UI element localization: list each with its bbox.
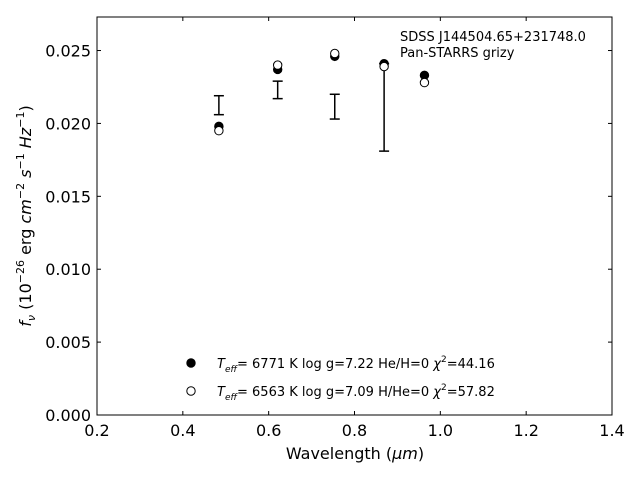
model-flux-markers (214, 48, 430, 136)
y-axis-label: fν (10−26 erg cm−2 s−1 Hz−1) (14, 105, 38, 326)
plot-frame (96, 16, 613, 416)
y-tick-label: 0.005 (45, 333, 91, 352)
x-axis-label: Wavelength (μm) (286, 444, 424, 463)
x-tick-label: 0.2 (84, 421, 109, 440)
axis-tick-labels: 0.2 0.4 0.6 0.8 1.0 1.2 1.4 0.000 0.005 0.010 0.01… (45, 42, 625, 440)
y-tick-label: 0.020 (45, 114, 91, 133)
legend: Teff= 6771 K log g=7.22 He/H=0 χ2=44.16 … (186, 355, 495, 403)
y-tick-label: 0.010 (45, 260, 91, 279)
x-tick-label: 0.4 (170, 421, 195, 440)
model-point-open (272, 60, 283, 70)
x-tick-label: 1.0 (428, 421, 453, 440)
annotation-survey: Pan-STARRS grizy (400, 46, 515, 61)
x-tick-label: 0.8 (342, 421, 367, 440)
y-tick-label: 0.000 (45, 406, 91, 425)
legend-entry-1: Teff= 6771 K log g=7.22 He/H=0 χ2=44.16 (217, 355, 495, 375)
x-tick-label: 0.6 (256, 421, 281, 440)
model-point-open (379, 61, 389, 72)
model-point-open (214, 126, 224, 136)
y-tick-label: 0.015 (45, 187, 91, 206)
legend-entry-2: Teff= 6563 K log g=7.09 H/He=0 χ2=57.82 (217, 383, 495, 403)
model-point-open (330, 48, 340, 59)
legend-marker-filled (186, 358, 196, 368)
x-tick-label: 1.2 (513, 421, 538, 440)
legend-marker-open (186, 386, 196, 396)
annotation-object-name: SDSS J144504.65+231748.0 (400, 30, 586, 45)
model-point-open (419, 77, 430, 88)
x-tick-label: 1.4 (599, 421, 624, 440)
y-tick-label: 0.025 (45, 42, 91, 61)
